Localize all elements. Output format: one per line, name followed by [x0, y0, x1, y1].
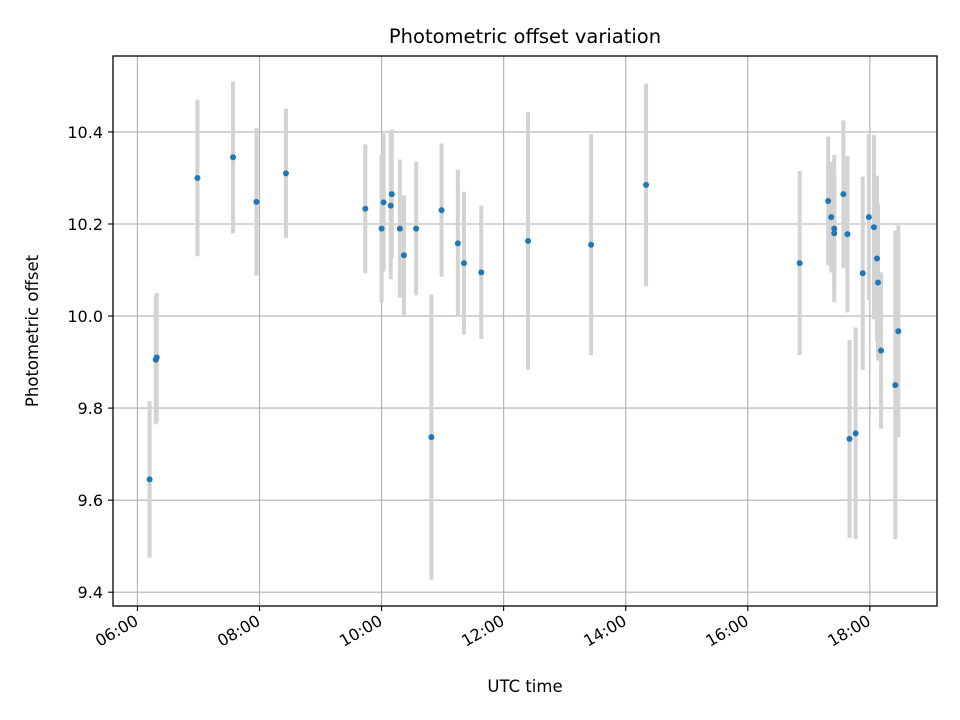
data-point [400, 252, 407, 259]
data-point [282, 170, 289, 177]
data-point [194, 174, 201, 181]
data-point [387, 202, 394, 209]
x-axis-label: UTC time [487, 677, 562, 696]
data-point [380, 199, 387, 206]
data-point [146, 476, 153, 483]
data-point [874, 279, 881, 286]
data-point [153, 354, 160, 361]
data-point [840, 191, 847, 198]
data-point [859, 270, 866, 277]
data-point [478, 269, 485, 276]
data-point [852, 430, 859, 437]
data-point [828, 214, 835, 221]
data-point [892, 382, 899, 389]
data-point [878, 347, 885, 354]
data-point [831, 225, 838, 232]
y-tick-label: 10.0 [67, 307, 103, 326]
chart-title: Photometric offset variation [389, 25, 661, 48]
plot-frame [112, 55, 938, 607]
data-point [873, 255, 880, 262]
data-point [460, 260, 467, 267]
data-point [796, 260, 803, 267]
data-point [428, 434, 435, 441]
y-axis-label: Photometric offset [23, 254, 42, 407]
data-point [846, 435, 853, 442]
data-point [230, 154, 237, 161]
y-tick-label: 10.4 [67, 123, 103, 142]
data-point [396, 225, 403, 232]
y-tick-label: 9.6 [78, 491, 103, 510]
y-tick-label: 9.4 [78, 583, 103, 602]
data-point [454, 240, 461, 247]
y-axis: 9.4 9.6 9.8 10.0 10.2 10.4 [67, 123, 113, 602]
data-points [146, 154, 902, 483]
data-point [831, 230, 838, 237]
data-point [438, 207, 445, 214]
data-point [388, 191, 395, 198]
data-point [253, 198, 260, 205]
y-tick-label: 9.8 [78, 399, 103, 418]
data-point [413, 225, 420, 232]
data-point [525, 238, 532, 245]
data-point [865, 214, 872, 221]
data-point [378, 225, 385, 232]
data-point [825, 197, 832, 204]
y-tick-label: 10.2 [67, 215, 103, 234]
data-point [588, 241, 595, 248]
data-point [844, 231, 851, 238]
data-point [895, 328, 902, 335]
data-point [870, 224, 877, 231]
grid [113, 56, 937, 606]
data-point [362, 205, 369, 212]
data-point [643, 181, 650, 188]
